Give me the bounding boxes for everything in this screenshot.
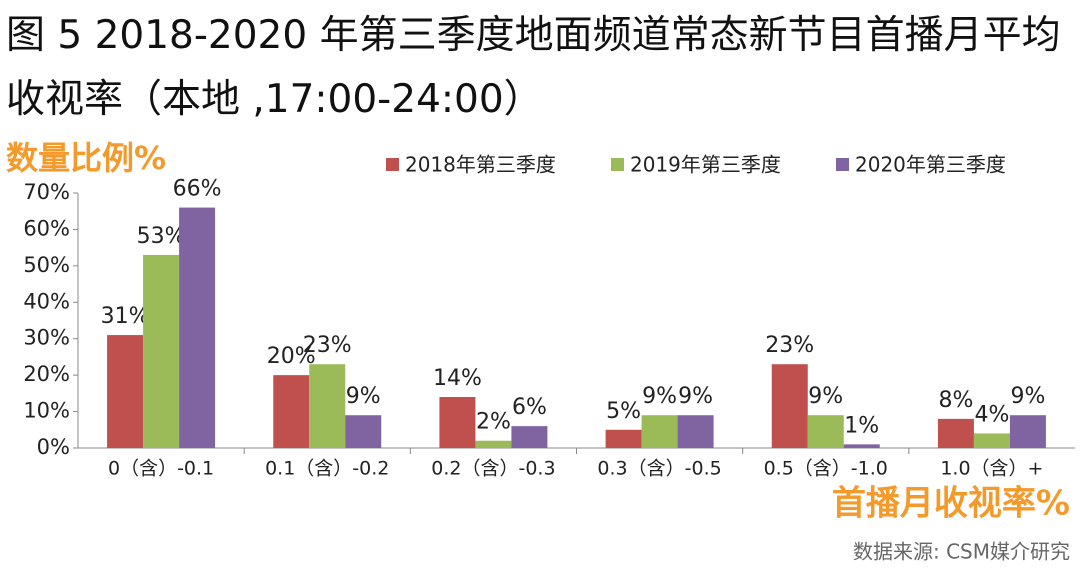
bar	[1009, 415, 1046, 448]
bar	[511, 426, 548, 448]
value-label: 9%	[808, 384, 843, 409]
legend-swatch	[386, 158, 399, 171]
value-label: 4%	[974, 402, 1009, 427]
value-label: 23%	[303, 333, 352, 358]
source: 数据来源: CSM媒介研究	[853, 540, 1070, 564]
legend-swatch	[611, 158, 624, 171]
chart-title: 图 5 2018-2020 年第三季度地面频道常态新节目首播月平均收视率（本地 …	[6, 13, 1061, 122]
value-label: 20%	[267, 344, 316, 369]
value-label: 9%	[346, 384, 381, 409]
value-label: 9%	[642, 384, 677, 409]
x-axis-label: 首播月收视率%	[832, 484, 1070, 524]
bar	[677, 415, 714, 448]
bar	[143, 254, 180, 448]
bar	[771, 364, 808, 448]
value-label: 14%	[433, 366, 482, 391]
x-tick-label: 0.3（含）-0.5	[597, 458, 721, 480]
value-label: 31%	[101, 304, 150, 329]
legend-label: 2020年第三季度	[855, 153, 1006, 177]
y-axis-label: 数量比例%	[6, 139, 166, 177]
y-tick-label: 10%	[23, 399, 70, 423]
value-label: 5%	[606, 399, 641, 424]
bar	[107, 335, 144, 448]
bar	[179, 207, 216, 448]
x-tick-label: 0.2（含）-0.3	[431, 458, 555, 480]
bar	[973, 433, 1010, 448]
bar	[475, 440, 512, 448]
bar	[273, 375, 310, 448]
value-label: 9%	[678, 384, 713, 409]
bar	[807, 415, 844, 448]
value-label: 1%	[844, 413, 879, 438]
y-tick-label: 40%	[23, 289, 70, 313]
bar	[843, 444, 880, 448]
x-tick-label: 0（含）-0.1	[108, 458, 214, 480]
value-label: 9%	[1010, 384, 1045, 409]
bar	[309, 364, 346, 448]
y-tick-label: 60%	[23, 216, 70, 240]
y-tick-label: 0%	[37, 435, 70, 459]
x-tick-label: 1.0（含）+	[940, 458, 1043, 480]
x-tick-label: 0.5（含）-1.0	[764, 458, 888, 480]
value-label: 6%	[512, 395, 547, 420]
value-label: 53%	[137, 224, 186, 249]
y-tick-label: 30%	[23, 326, 70, 350]
value-label: 2%	[476, 410, 511, 435]
bar	[605, 429, 642, 448]
y-tick-label: 70%	[23, 180, 70, 204]
y-tick-label: 50%	[23, 253, 70, 277]
value-label: 8%	[938, 388, 973, 413]
bar	[641, 415, 678, 448]
legend-label: 2019年第三季度	[630, 153, 781, 177]
bar	[937, 418, 974, 448]
x-tick-label: 0.1（含）-0.2	[265, 458, 389, 480]
value-label: 66%	[173, 177, 222, 202]
y-tick-label: 20%	[23, 362, 70, 386]
bar	[439, 397, 476, 448]
legend-swatch	[836, 158, 849, 171]
value-label: 23%	[765, 333, 814, 358]
legend-label: 2018年第三季度	[405, 153, 556, 177]
bar	[345, 415, 382, 448]
